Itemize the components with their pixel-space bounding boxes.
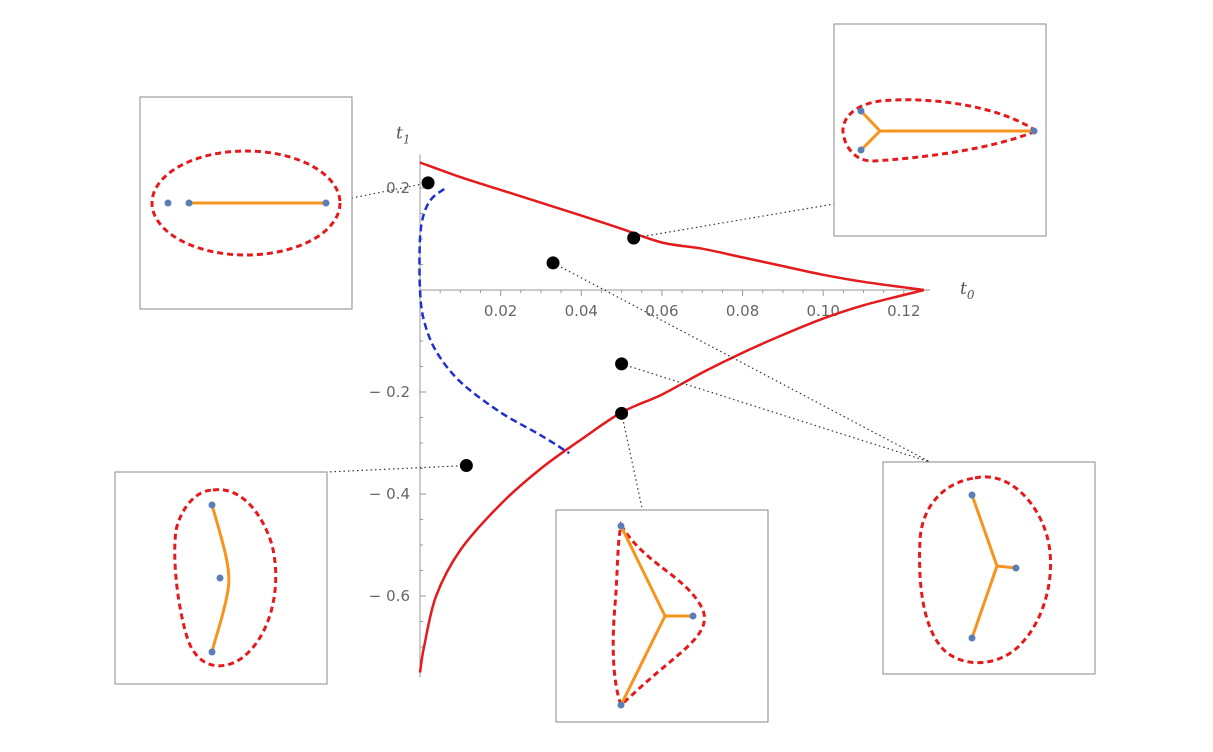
connector-line	[552, 262, 931, 463]
point	[857, 146, 865, 154]
data-marker	[615, 406, 629, 420]
x-tick-label: 0.04	[565, 302, 598, 320]
tree-branch	[210, 504, 231, 653]
inset-top-right	[833, 23, 1047, 237]
point	[968, 491, 976, 499]
data-marker	[459, 459, 473, 473]
point	[164, 199, 172, 207]
data-marker	[421, 176, 435, 190]
point	[857, 107, 865, 115]
x-tick-label: 0.06	[645, 302, 678, 320]
inset-bottom-right	[882, 461, 1096, 675]
data-marker	[615, 357, 629, 371]
boundary-curve	[611, 520, 706, 708]
point	[689, 612, 697, 620]
point	[208, 648, 216, 656]
inset-bottom-center	[555, 509, 769, 723]
connector-line	[633, 203, 835, 239]
point	[1012, 564, 1020, 572]
dashed-curve	[418, 187, 570, 455]
point	[1030, 127, 1038, 135]
connector-lines	[326, 182, 931, 509]
point	[322, 199, 330, 207]
point	[617, 522, 625, 530]
y-tick-label: − 0.6	[369, 587, 410, 605]
boundary-curve-0	[419, 161, 925, 292]
y-tick-label: − 0.4	[369, 485, 410, 503]
y-axis-title: t1	[396, 124, 410, 147]
y-tick-label: − 0.2	[369, 383, 410, 401]
connector-line	[621, 413, 643, 509]
connector-line	[326, 464, 467, 473]
inset-bottom-left	[114, 471, 328, 685]
data-marker	[627, 231, 641, 245]
x-tick-label: 0.02	[484, 302, 517, 320]
y-tick-label: 0.2	[386, 179, 410, 197]
boundary-curve	[173, 488, 278, 668]
inset-top-left	[139, 96, 353, 310]
x-tick-label: 0.12	[887, 302, 920, 320]
boundary-curve	[150, 149, 342, 257]
point	[216, 574, 224, 582]
point	[185, 199, 193, 207]
boundary-curve	[841, 98, 1040, 163]
point	[968, 634, 976, 642]
point	[208, 501, 216, 509]
markers	[421, 176, 641, 473]
connector-line	[621, 363, 931, 463]
main-plot: 0.02 0.04 0.06 0.08 0.10 0.120.2− 0.2− 0.4− 0…	[326, 124, 975, 678]
boundary-curve	[918, 475, 1053, 665]
inset-frame	[882, 461, 1096, 675]
point	[617, 701, 625, 709]
x-tick-label: 0.08	[726, 302, 759, 320]
data-marker	[546, 256, 560, 270]
x-axis-title: t0	[960, 279, 975, 302]
inset-frame	[555, 509, 769, 723]
